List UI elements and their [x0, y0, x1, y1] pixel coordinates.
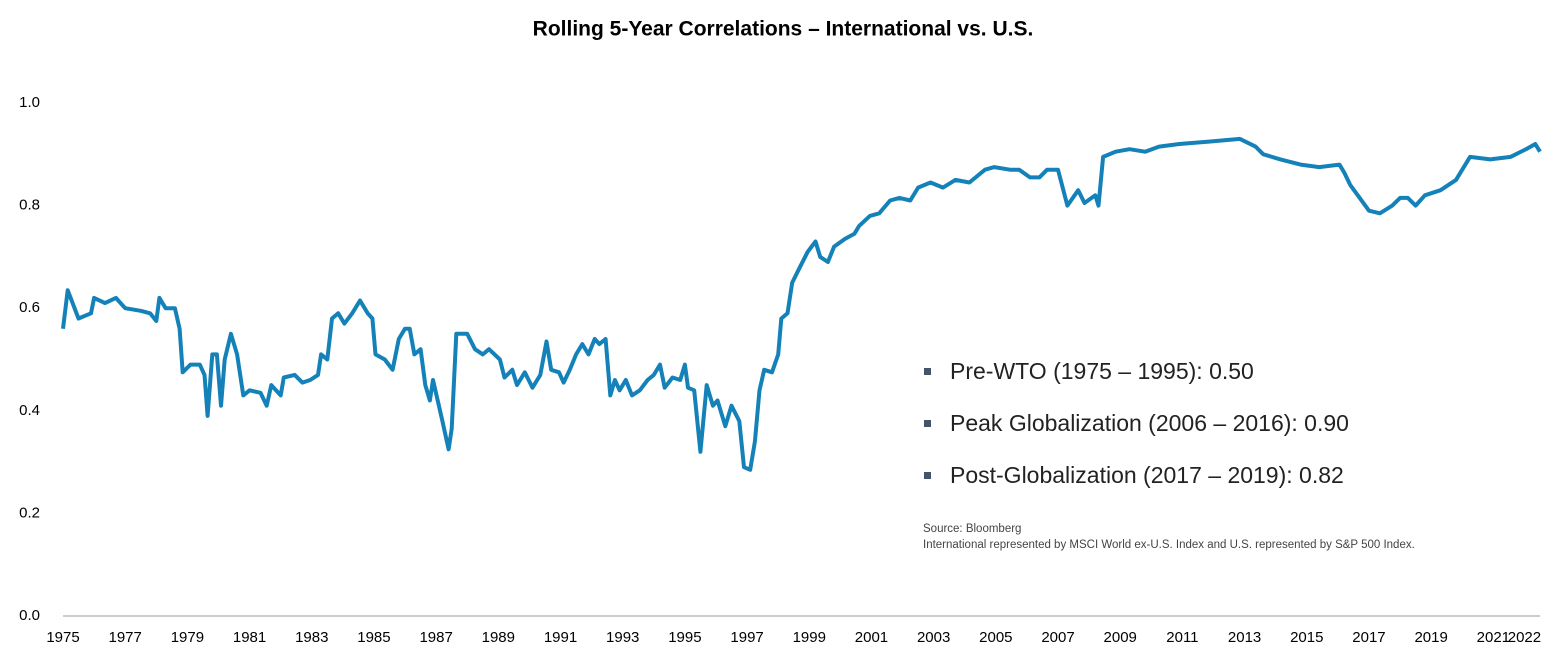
x-tick-label: 2017 [1352, 629, 1385, 646]
x-tick-label: 2015 [1290, 629, 1323, 646]
x-tick-label: 1977 [109, 629, 142, 646]
x-tick-label: 1989 [482, 629, 515, 646]
annotation: Pre-WTO (1975 – 1995): 0.50 [950, 358, 1254, 384]
bullet [924, 472, 931, 479]
x-tick-label: 1981 [233, 629, 266, 646]
x-tick-label: 2003 [917, 629, 950, 646]
x-tick-label: 1993 [606, 629, 639, 646]
x-tick-label: 1999 [793, 629, 826, 646]
annotation: Peak Globalization (2006 – 2016): 0.90 [950, 410, 1349, 436]
y-tick-label: 0.2 [19, 504, 40, 521]
x-tick-label: 2005 [979, 629, 1012, 646]
data-line [61, 136, 1542, 472]
x-tick-label: 2021 [1477, 629, 1510, 646]
x-tick-label: 1997 [730, 629, 763, 646]
y-tick-label: 0.6 [19, 299, 40, 316]
bullet [924, 368, 931, 375]
bullet [924, 420, 931, 427]
x-tick-label: 1991 [544, 629, 577, 646]
x-tick-label: 2022 [1508, 629, 1541, 646]
chart-title: Rolling 5-Year Correlations – Internatio… [533, 18, 1034, 41]
x-tick-label: 1983 [295, 629, 328, 646]
x-tick-label: 1979 [171, 629, 204, 646]
x-tick-label: 2001 [855, 629, 888, 646]
y-tick-label: 0.4 [19, 402, 40, 419]
y-tick-label: 1.0 [19, 94, 40, 111]
x-tick-label: 2019 [1414, 629, 1447, 646]
x-tick-label: 1995 [668, 629, 701, 646]
x-tick-label: 1985 [357, 629, 390, 646]
x-tick-label: 2009 [1104, 629, 1137, 646]
y-tick-label: 0.8 [19, 197, 40, 214]
x-tick-label: 2007 [1041, 629, 1074, 646]
y-tick-label: 0.0 [19, 607, 40, 624]
x-tick-label: 2011 [1166, 629, 1198, 646]
x-tick-label: 1987 [419, 629, 452, 646]
x-tick-label: 2013 [1228, 629, 1261, 646]
x-tick-label: 1975 [46, 629, 79, 646]
source-note: Source: Bloomberg [923, 523, 1021, 535]
annotation: Post-Globalization (2017 – 2019): 0.82 [950, 462, 1344, 488]
source-note: International represented by MSCI World … [923, 539, 1415, 551]
